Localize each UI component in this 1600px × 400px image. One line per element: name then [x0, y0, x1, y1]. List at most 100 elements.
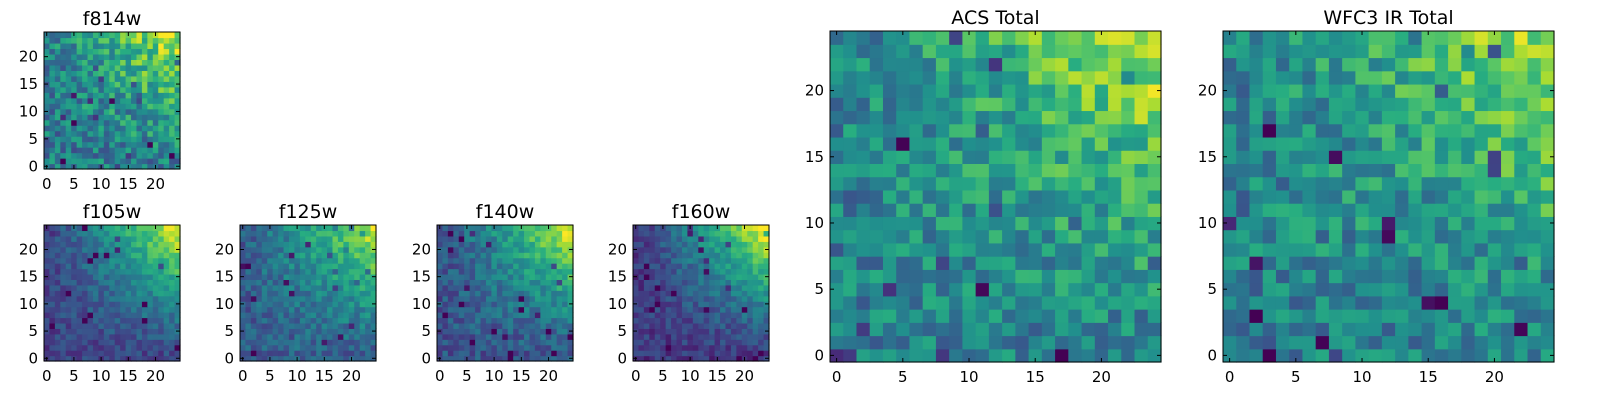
- heatmap-cell: [114, 284, 121, 291]
- heatmap-cell: [671, 344, 678, 351]
- heatmap-cell: [103, 322, 110, 329]
- heatmap-cell: [475, 328, 482, 335]
- heatmap-cell: [518, 295, 525, 302]
- heatmap-cell: [830, 348, 844, 363]
- heatmap-cell: [507, 225, 514, 232]
- heatmap-cell: [1395, 31, 1409, 45]
- heatmap-cell: [747, 290, 754, 297]
- heatmap-cell: [909, 163, 924, 178]
- heatmap-cell: [442, 230, 449, 237]
- heatmap-cell: [475, 268, 482, 275]
- heatmap-cell: [158, 119, 165, 126]
- heatmap-cell: [163, 48, 170, 55]
- heatmap-cell: [131, 257, 138, 264]
- heatmap-cell: [125, 257, 132, 264]
- heatmap-cell: [1081, 322, 1096, 337]
- heatmap-cell: [283, 290, 290, 297]
- heatmap-cell: [935, 189, 950, 204]
- heatmap-cell: [671, 284, 678, 291]
- heatmap-cell: [343, 273, 350, 280]
- heatmap-cell: [1002, 216, 1016, 231]
- heatmap-cell: [909, 229, 924, 244]
- heatmap-cell: [698, 279, 705, 286]
- heatmap-cell: [65, 97, 72, 104]
- heatmap-cell: [174, 350, 181, 357]
- heatmap-cell: [720, 322, 727, 329]
- heatmap-cell: [1448, 203, 1462, 217]
- heatmap-cell: [169, 64, 176, 71]
- heatmap-cell: [962, 136, 977, 151]
- heatmap-cell: [1134, 256, 1149, 270]
- heatmap-cell: [136, 246, 143, 253]
- heatmap-cell: [741, 312, 748, 319]
- heatmap-cell: [681, 317, 688, 324]
- heatmap-cell: [692, 328, 699, 335]
- heatmap-cell: [843, 176, 858, 191]
- heatmap-cell: [114, 328, 121, 335]
- heatmap-cell: [1474, 295, 1489, 310]
- heatmap-cell: [1275, 136, 1290, 151]
- heatmap-cell: [87, 158, 94, 165]
- y-tick-label: 15: [1198, 148, 1217, 166]
- heatmap-cell: [447, 284, 454, 291]
- heatmap-cell: [758, 295, 765, 302]
- heatmap-cell: [1015, 309, 1030, 323]
- heatmap-cell: [513, 273, 520, 280]
- heatmap-cell: [453, 312, 460, 319]
- heatmap-cell: [131, 119, 138, 126]
- heatmap-cell: [1081, 203, 1096, 217]
- heatmap-cell: [1028, 282, 1043, 297]
- heatmap-cell: [654, 257, 661, 264]
- heatmap-cell: [114, 136, 121, 143]
- heatmap-cell: [896, 150, 911, 164]
- heatmap-cell: [988, 203, 1003, 217]
- heatmap-cell: [1275, 70, 1290, 85]
- heatmap-cell: [169, 163, 176, 170]
- heatmap-cell: [1328, 242, 1343, 257]
- heatmap-cell: [491, 273, 498, 280]
- heatmap-cell: [147, 263, 154, 270]
- heatmap-cell: [98, 230, 105, 237]
- heatmap-cell: [131, 355, 138, 362]
- heatmap-cell: [464, 235, 471, 242]
- heatmap-cell: [649, 257, 656, 264]
- heatmap-cell: [896, 242, 911, 257]
- heatmap-cell: [76, 141, 83, 148]
- heatmap-cell: [830, 322, 844, 337]
- heatmap-cell: [87, 125, 94, 132]
- heatmap-cell: [109, 37, 116, 44]
- heatmap-cell: [120, 290, 127, 297]
- heatmap-cell: [76, 108, 83, 115]
- heatmap-cell: [141, 86, 148, 93]
- heatmap-cell: [551, 241, 558, 248]
- heatmap-cell: [1514, 97, 1529, 112]
- heatmap-cell: [316, 306, 323, 313]
- heatmap-cell: [962, 309, 977, 323]
- heatmap-cell: [65, 317, 72, 324]
- heatmap-cell: [922, 44, 937, 59]
- heatmap-cell: [109, 273, 116, 280]
- heatmap-cell: [1094, 83, 1109, 98]
- heatmap-cell: [131, 32, 138, 39]
- heatmap-cell: [513, 328, 520, 335]
- heatmap-cell: [524, 295, 531, 302]
- heatmap-cell: [480, 290, 487, 297]
- x-tick-label: 15: [119, 367, 138, 385]
- heatmap-cell: [447, 225, 454, 232]
- heatmap-cell: [141, 333, 148, 340]
- heatmap-cell: [567, 268, 574, 275]
- heatmap-cell: [332, 225, 339, 232]
- x-tick-label: 0: [435, 367, 445, 385]
- heatmap-cell: [103, 130, 110, 137]
- x-tick-label: 0: [42, 367, 52, 385]
- heatmap-cell: [87, 252, 94, 259]
- heatmap-cell: [152, 284, 159, 291]
- heatmap-cell: [714, 339, 721, 346]
- heatmap-cell: [1121, 242, 1136, 257]
- heatmap-cell: [54, 136, 61, 143]
- heatmap-cell: [1134, 150, 1149, 164]
- y-tick-label: 5: [224, 322, 234, 340]
- heatmap-cell: [141, 158, 148, 165]
- y-tick-label: 10: [215, 295, 234, 313]
